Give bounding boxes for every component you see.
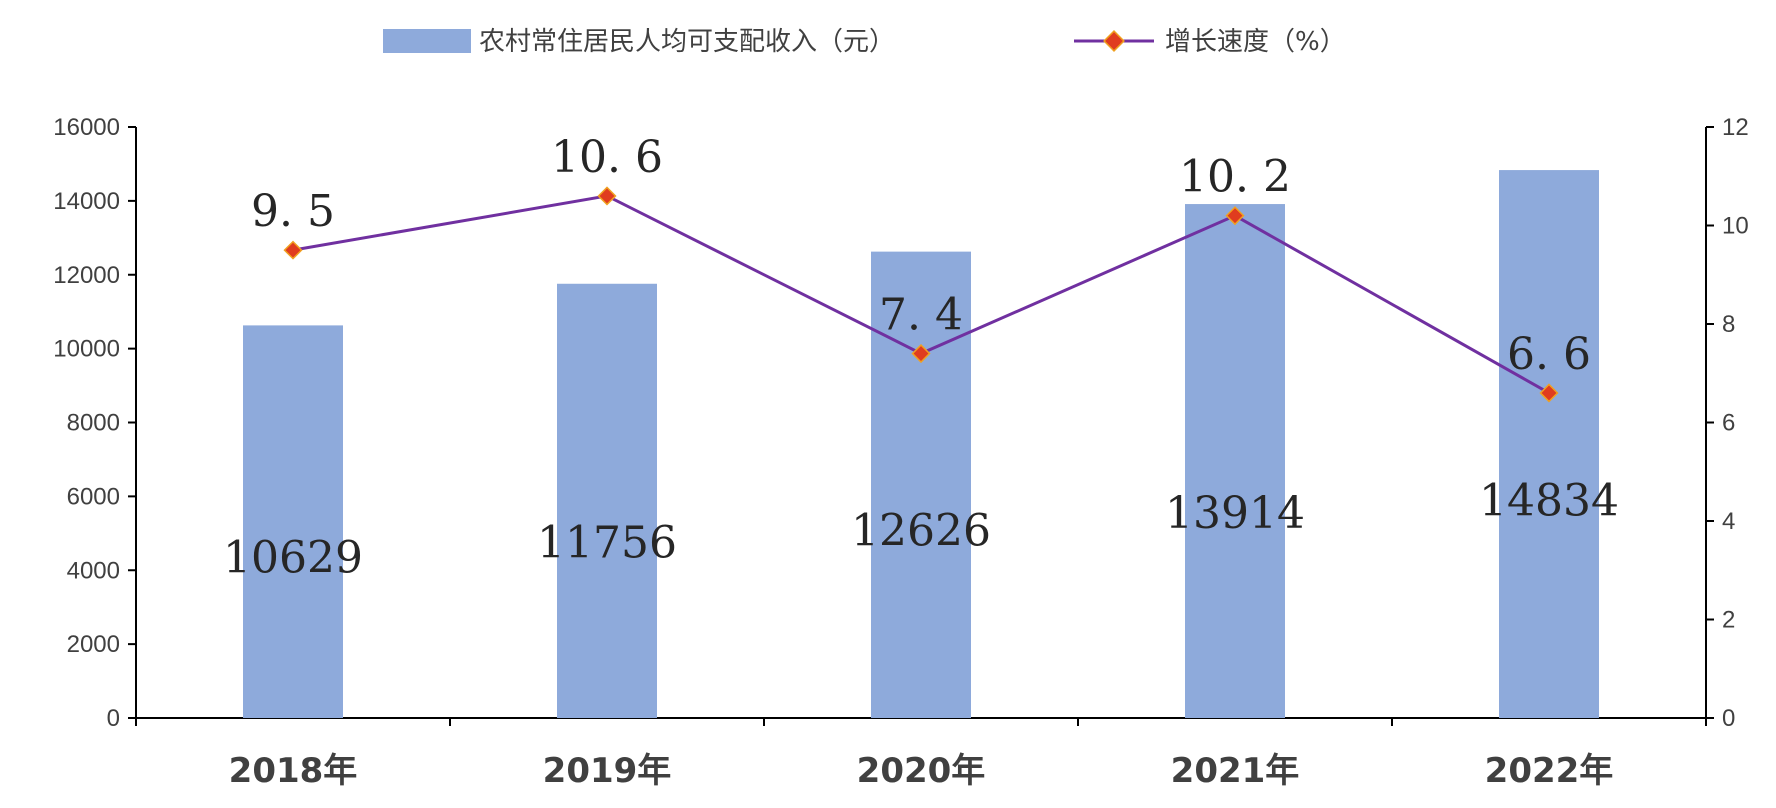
left-tick-label: 4000 (67, 557, 120, 584)
bar-value-label: 11756 (537, 517, 677, 568)
legend-bar-label: 农村常住居民人均可支配收入（元） (479, 27, 895, 57)
bar (1185, 204, 1285, 718)
line-series (283, 186, 1559, 403)
legend: 农村常住居民人均可支配收入（元） 增长速度（%） (383, 27, 1346, 57)
right-tick-label: 4 (1722, 508, 1735, 535)
left-tick-label: 0 (107, 705, 120, 732)
bar-labels: 10629 11756 12626 13914 14834 (223, 475, 1619, 583)
bar-value-label: 12626 (851, 505, 991, 556)
bar-value-label: 13914 (1165, 488, 1305, 539)
line-point (597, 186, 617, 206)
left-tick-label: 2000 (67, 631, 120, 658)
legend-line-marker (1103, 30, 1125, 52)
right-tick-label: 6 (1722, 410, 1735, 437)
line-value-label: 10. 2 (1179, 152, 1291, 203)
bar (243, 325, 343, 718)
right-tick-label: 2 (1722, 607, 1735, 634)
line-value-label: 10. 6 (551, 132, 663, 183)
bars (243, 170, 1599, 719)
left-tick-label: 6000 (67, 483, 120, 510)
line-point (1539, 383, 1559, 403)
bar (1499, 170, 1599, 719)
category-label: 2022年 (1485, 751, 1614, 791)
legend-bar-swatch (383, 29, 471, 53)
right-tick-label: 8 (1722, 311, 1735, 338)
left-tick-label: 12000 (53, 262, 120, 289)
bar-value-label: 14834 (1479, 475, 1619, 526)
right-tick-label: 0 (1722, 705, 1735, 732)
line-value-label: 7. 4 (879, 290, 963, 341)
line-value-label: 6. 6 (1507, 329, 1591, 380)
right-tick-label: 10 (1722, 213, 1749, 240)
bar (871, 251, 971, 718)
line-point (1225, 206, 1245, 226)
line-labels: 9. 5 10. 6 7. 4 10. 2 6. 6 (251, 132, 1591, 380)
category-label: 2020年 (857, 751, 986, 791)
left-tick-label: 10000 (53, 336, 120, 363)
left-tick-label: 14000 (53, 188, 120, 215)
category-label: 2018年 (229, 751, 358, 791)
line-point (911, 344, 931, 364)
bar-value-label: 10629 (223, 533, 363, 584)
left-tick-label: 16000 (53, 114, 120, 141)
line-value-label: 9. 5 (251, 186, 335, 237)
legend-line-label: 增长速度（%） (1165, 27, 1346, 57)
category-label: 2019年 (543, 751, 672, 791)
category-label: 2021年 (1171, 751, 1300, 791)
left-tick-label: 8000 (67, 410, 120, 437)
axes: 0 2000 4000 6000 8000 10000 12000 14000 16000 0 2 4… (53, 114, 1748, 732)
category-labels: 2018年 2019年 2020年 2021年 2022年 (229, 751, 1614, 791)
bar (557, 283, 657, 718)
right-tick-label: 12 (1722, 114, 1749, 141)
line-point (283, 240, 303, 260)
